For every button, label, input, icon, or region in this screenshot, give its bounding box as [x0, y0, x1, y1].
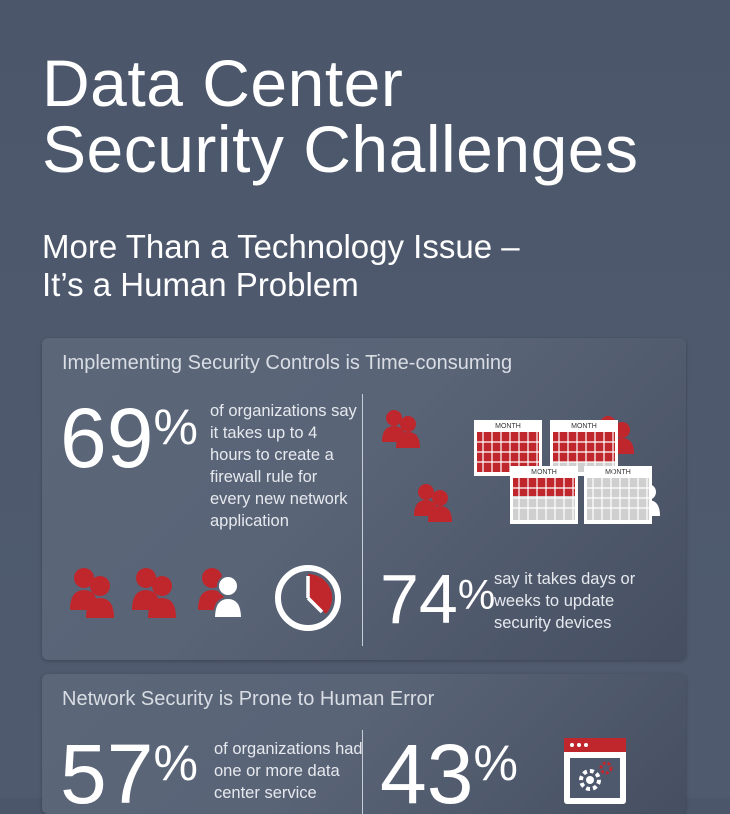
vertical-divider — [362, 730, 363, 814]
time-consuming-panel: Implementing Security Controls is Time-c… — [42, 338, 686, 660]
svg-text:MONTH: MONTH — [495, 423, 521, 430]
stat-value: 43 — [380, 727, 474, 814]
stat-69-description: of organizations say it takes up to 4 ho… — [210, 402, 357, 530]
percent-symbol: % — [457, 571, 496, 618]
stat-74-percent: 74% — [380, 564, 495, 634]
vertical-divider — [362, 394, 363, 646]
stat-57-description: of organizations had one or more data ce… — [214, 740, 363, 802]
clock-icon — [275, 565, 341, 631]
title-line-2: Security Challenges — [42, 112, 639, 186]
title-line-1: Data Center — [42, 46, 404, 120]
subtitle-line-2: It’s a Human Problem — [42, 266, 359, 303]
subtitle-line-1: More Than a Technology Issue – — [42, 228, 520, 265]
stat-69-percent: 69% — [60, 396, 198, 480]
page-subtitle: More Than a Technology Issue – It’s a Hu… — [42, 228, 520, 304]
stat-74-description: say it takes days or weeks to update sec… — [494, 570, 636, 632]
svg-text:MONTH: MONTH — [531, 469, 557, 476]
browser-gear-icon — [564, 738, 626, 804]
svg-text:MONTH: MONTH — [605, 469, 631, 476]
panel-heading: Implementing Security Controls is Time-c… — [62, 352, 513, 374]
percent-symbol: % — [473, 735, 518, 791]
stat-value: 57 — [60, 727, 154, 814]
stat-43-percent: 43% — [380, 732, 518, 814]
stat-57-percent: 57% — [60, 732, 198, 814]
percent-symbol: % — [153, 399, 198, 455]
people-icon — [70, 568, 244, 619]
svg-text:MONTH: MONTH — [571, 423, 597, 430]
calendar-icon: MONTH MONTH MONTH MONTH — [382, 410, 660, 524]
stat-value: 74 — [380, 560, 458, 638]
panel-heading: Network Security is Prone to Human Error — [62, 688, 435, 710]
page-title: Data Center Security Challenges — [42, 50, 638, 182]
percent-symbol: % — [153, 735, 198, 791]
human-error-panel: Network Security is Prone to Human Error… — [42, 674, 686, 814]
stat-value: 69 — [60, 391, 154, 485]
